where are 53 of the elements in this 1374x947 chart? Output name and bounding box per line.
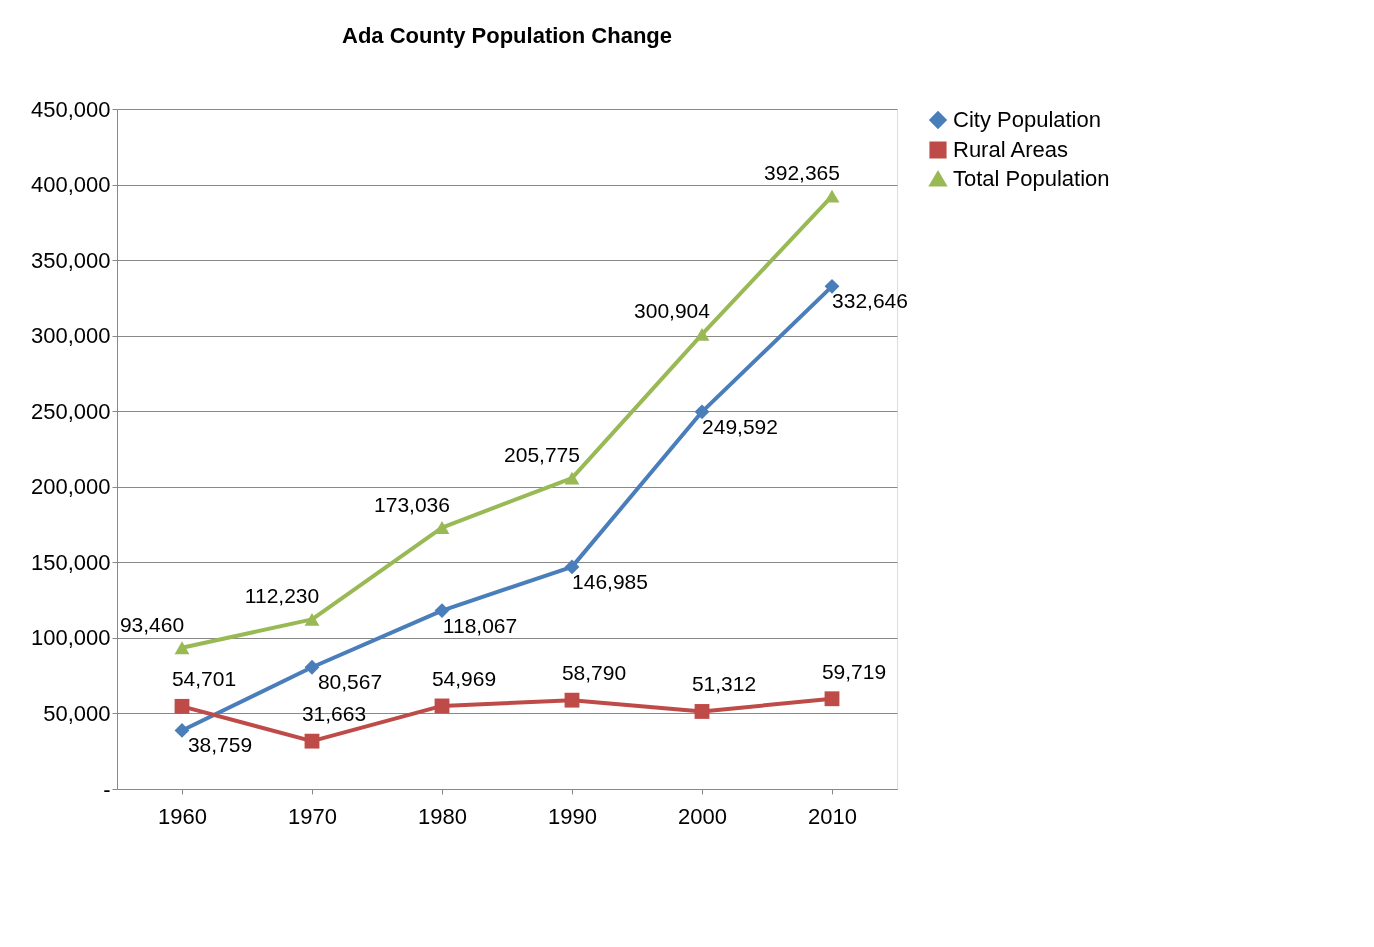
point bbox=[694, 327, 710, 341]
point bbox=[434, 521, 450, 534]
point bbox=[824, 189, 840, 203]
data-label: 118,067 bbox=[442, 613, 518, 637]
data-label: 112,230 bbox=[244, 584, 320, 608]
y-tick-label: 200,000 bbox=[30, 474, 111, 500]
legend-label: Total Population bbox=[953, 166, 1110, 191]
y-tick-label: 50,000 bbox=[43, 700, 111, 726]
x-tick-label: 1990 bbox=[548, 803, 597, 829]
point bbox=[174, 641, 190, 655]
point bbox=[304, 733, 320, 749]
y-tick-label: 350,000 bbox=[30, 247, 111, 273]
point bbox=[564, 559, 580, 575]
y-tick-label: - bbox=[103, 776, 111, 802]
point bbox=[824, 278, 840, 294]
legend-label: City Population bbox=[953, 107, 1101, 132]
y-tick-label: 400,000 bbox=[30, 172, 111, 198]
point bbox=[564, 471, 580, 485]
data-label: 146,985 bbox=[572, 569, 648, 593]
data-label: 31,663 bbox=[301, 702, 367, 726]
data-label: 173,036 bbox=[374, 492, 450, 516]
x-tick-label: 2000 bbox=[678, 803, 727, 829]
point bbox=[304, 659, 320, 675]
data-label: 249,592 bbox=[702, 414, 778, 438]
data-label: 51,312 bbox=[691, 672, 757, 696]
data-label: 59,719 bbox=[821, 659, 887, 683]
point bbox=[174, 698, 190, 714]
point bbox=[564, 692, 580, 708]
data-label: 300,904 bbox=[634, 299, 711, 323]
data-label: 58,790 bbox=[561, 661, 627, 685]
point bbox=[824, 691, 840, 707]
data-label: 38,759 bbox=[187, 733, 253, 757]
data-label: 80,567 bbox=[317, 670, 383, 694]
point bbox=[304, 612, 320, 626]
point bbox=[694, 404, 710, 420]
y-tick-label: 300,000 bbox=[30, 323, 111, 349]
point bbox=[694, 704, 710, 719]
y-tick-label: 100,000 bbox=[30, 625, 111, 651]
data-label: 93,460 bbox=[119, 612, 185, 636]
x-tick-label: 2010 bbox=[808, 803, 857, 829]
y-tick-label: 450,000 bbox=[30, 96, 111, 122]
data-label: 54,969 bbox=[431, 666, 497, 690]
x-tick-label: 1960 bbox=[158, 803, 207, 829]
data-label: 332,646 bbox=[832, 289, 908, 313]
x-tick-label: 1970 bbox=[288, 803, 337, 829]
data-label: 392,365 bbox=[764, 161, 840, 185]
legend-label: Rural Areas bbox=[953, 137, 1068, 162]
x-tick-label: 1980 bbox=[418, 803, 467, 829]
y-tick-label: 250,000 bbox=[30, 398, 111, 424]
data-label: 205,775 bbox=[504, 443, 580, 467]
y-tick-label: 150,000 bbox=[30, 549, 111, 575]
data-label: 54,701 bbox=[171, 667, 237, 691]
chart-title: Ada County Population Change bbox=[342, 23, 672, 48]
